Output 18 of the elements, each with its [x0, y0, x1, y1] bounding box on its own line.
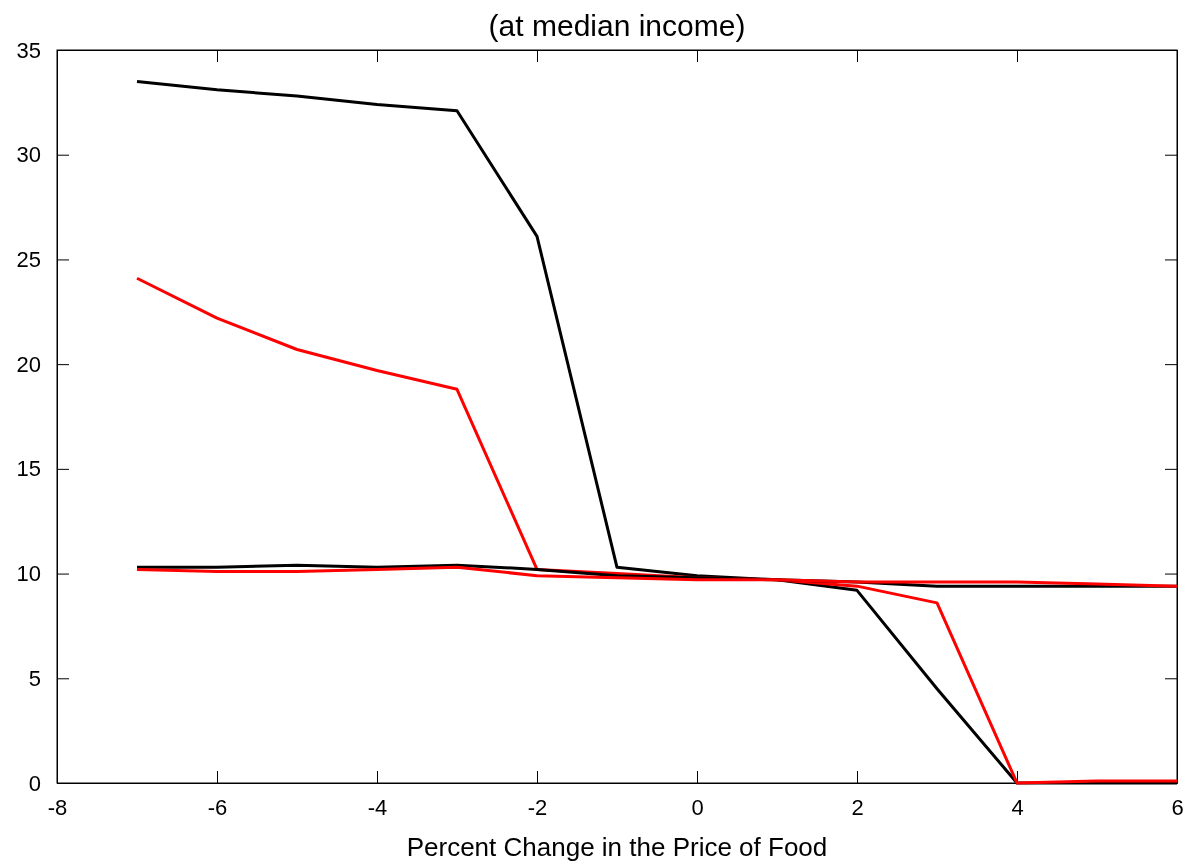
y-tick-label: 5 — [28, 665, 41, 691]
x-axis-title: Percent Change in the Price of Food — [406, 832, 828, 862]
x-tick-label: -8 — [47, 794, 68, 820]
y-tick-label: 20 — [16, 351, 41, 377]
y-tick-label: 35 — [16, 37, 41, 63]
x-tick-label: 4 — [1011, 794, 1024, 820]
x-tick-label: 0 — [691, 794, 704, 820]
x-tick-label: -2 — [527, 794, 548, 820]
y-tick-label: 10 — [16, 561, 41, 587]
y-tick-label: 15 — [16, 456, 41, 482]
x-tick-label: -4 — [367, 794, 388, 820]
chart-title: (at median income) — [488, 9, 746, 42]
y-tick-label: 30 — [16, 142, 41, 168]
y-tick-label: 25 — [16, 246, 41, 272]
y-tick-label: 0 — [28, 770, 41, 796]
x-tick-label: 2 — [851, 794, 864, 820]
x-tick-label: 6 — [1171, 794, 1184, 820]
x-tick-label: -6 — [207, 794, 228, 820]
